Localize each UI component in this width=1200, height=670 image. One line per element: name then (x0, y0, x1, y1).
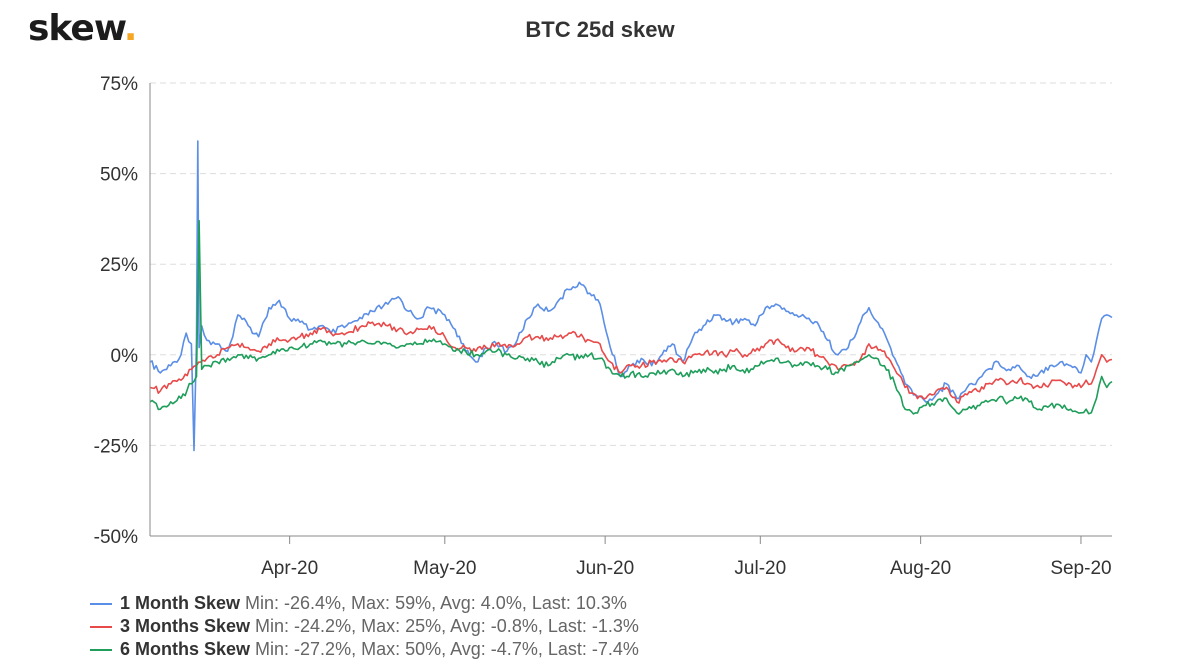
chart-legend: 1 Month Skew Min: -26.4%, Max: 59%, Avg: … (90, 592, 639, 661)
legend-series-name: 1 Month Skew (120, 593, 241, 613)
legend-line-icon (90, 648, 112, 651)
axes (149, 83, 1112, 537)
y-tick-label: 50% (100, 165, 138, 186)
series-line-2 (149, 321, 1113, 404)
legend-series-name: 3 Months Skew (120, 616, 251, 636)
legend-line-icon (90, 602, 112, 605)
y-tick-label: 0% (111, 346, 139, 367)
y-tick-label: 75% (100, 74, 138, 95)
grid-lines (150, 82, 1112, 446)
series-line-1 (149, 140, 1113, 452)
x-tick-label: Jul-20 (734, 558, 786, 579)
skew-logo: skew. (28, 8, 137, 49)
y-tick-label: 25% (100, 255, 138, 276)
legend-series-stats: Min: -26.4%, Max: 59%, Avg: 4.0%, Last: … (245, 593, 627, 613)
y-axis-ticks: -50% -25% 0% 25% 50% 75% (94, 74, 138, 548)
legend-item[interactable]: 6 Months Skew Min: -27.2%, Max: 50%, Avg:… (90, 638, 639, 661)
x-tick-label: Jun-20 (576, 558, 634, 579)
legend-line-icon (90, 625, 112, 628)
series-lines (149, 140, 1113, 452)
x-tick-label: May-20 (413, 558, 476, 579)
line-chart: -50% -25% 0% 25% 50% 75% Apr-20 May-20 Jun-20 Ju… (94, 74, 1113, 579)
legend-series-stats: Min: -24.2%, Max: 25%, Avg: -0.8%, Last:… (255, 616, 639, 636)
y-tick-label: -50% (94, 527, 138, 548)
legend-series-stats: Min: -27.2%, Max: 50%, Avg: -4.7%, Last:… (255, 639, 639, 659)
x-tick-label: Aug-20 (890, 558, 951, 579)
series-line-3 (149, 219, 1113, 415)
y-tick-label: -25% (94, 436, 138, 457)
x-axis-ticks: Apr-20 May-20 Jun-20 Jul-20 Aug-20 Sep-20 (261, 536, 1112, 579)
legend-item[interactable]: 3 Months Skew Min: -24.2%, Max: 25%, Avg:… (90, 615, 639, 638)
legend-series-name: 6 Months Skew (120, 639, 251, 659)
x-tick-label: Apr-20 (261, 558, 318, 579)
chart-title: BTC 25d skew (525, 17, 675, 42)
x-tick-label: Sep-20 (1050, 558, 1111, 579)
legend-item[interactable]: 1 Month Skew Min: -26.4%, Max: 59%, Avg: … (90, 592, 639, 615)
